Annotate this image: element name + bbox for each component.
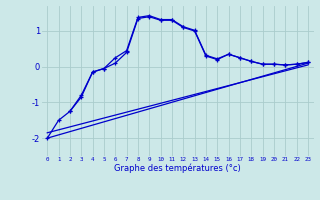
X-axis label: Graphe des températures (°c): Graphe des températures (°c) [114,164,241,173]
